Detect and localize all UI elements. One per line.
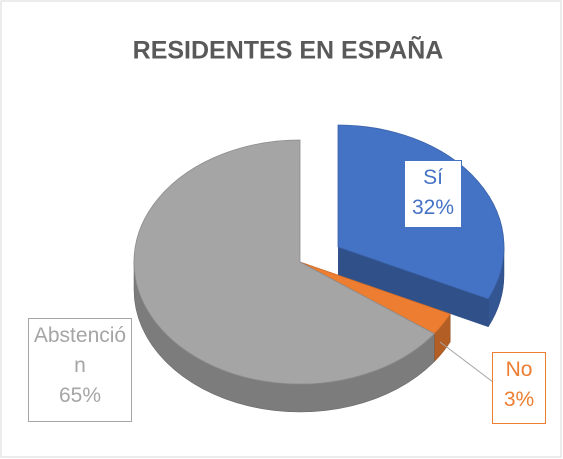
chart-title: RESIDENTES EN ESPAÑA xyxy=(133,35,444,65)
data-label-text: Sí xyxy=(423,166,443,189)
data-label: Sí 32% xyxy=(404,160,462,228)
data-label-text: 65% xyxy=(58,384,102,407)
data-label: Abstención 65% xyxy=(28,318,132,422)
data-label: No 3% xyxy=(492,352,546,424)
slice xyxy=(133,139,435,385)
slice-cut-face xyxy=(338,247,489,327)
data-label-text: Abstención xyxy=(33,324,127,377)
data-label-text: No xyxy=(505,358,533,381)
leader-line xyxy=(439,341,494,383)
data-label-text: 3% xyxy=(503,388,535,411)
data-label-text: 32% xyxy=(411,196,455,219)
